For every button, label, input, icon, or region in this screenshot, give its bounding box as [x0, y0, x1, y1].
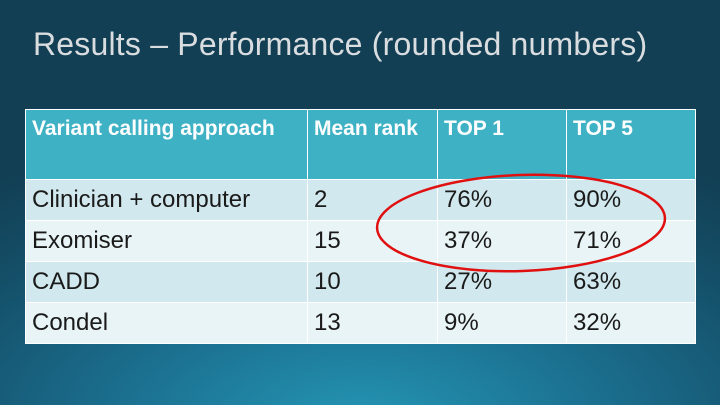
cell-top5: 90%	[566, 179, 696, 221]
cell-mean-rank: 2	[307, 179, 438, 221]
cell-top5: 32%	[566, 302, 696, 344]
cell-mean-rank: 10	[307, 261, 438, 303]
header-approach: Variant calling approach	[25, 109, 308, 180]
cell-top1: 37%	[437, 220, 567, 262]
results-table: Variant calling approach Mean rank TOP 1…	[25, 109, 696, 344]
cell-approach: CADD	[25, 261, 308, 303]
cell-mean-rank: 15	[307, 220, 438, 262]
header-top5: TOP 5	[566, 109, 696, 180]
header-mean-rank: Mean rank	[307, 109, 438, 180]
cell-top1: 76%	[437, 179, 567, 221]
cell-approach: Clinician + computer	[25, 179, 308, 221]
header-top1: TOP 1	[437, 109, 567, 180]
cell-top1: 9%	[437, 302, 567, 344]
table-row: Clinician + computer 2 76% 90%	[25, 179, 696, 221]
cell-top5: 63%	[566, 261, 696, 303]
cell-mean-rank: 13	[307, 302, 438, 344]
cell-top5: 71%	[566, 220, 696, 262]
table-header-row: Variant calling approach Mean rank TOP 1…	[25, 109, 696, 180]
slide-title: Results – Performance (rounded numbers)	[33, 26, 648, 62]
table-row: Condel 13 9% 32%	[25, 302, 696, 344]
table-row: CADD 10 27% 63%	[25, 261, 696, 303]
cell-approach: Exomiser	[25, 220, 308, 262]
cell-approach: Condel	[25, 302, 308, 344]
cell-top1: 27%	[437, 261, 567, 303]
table-row: Exomiser 15 37% 71%	[25, 220, 696, 262]
